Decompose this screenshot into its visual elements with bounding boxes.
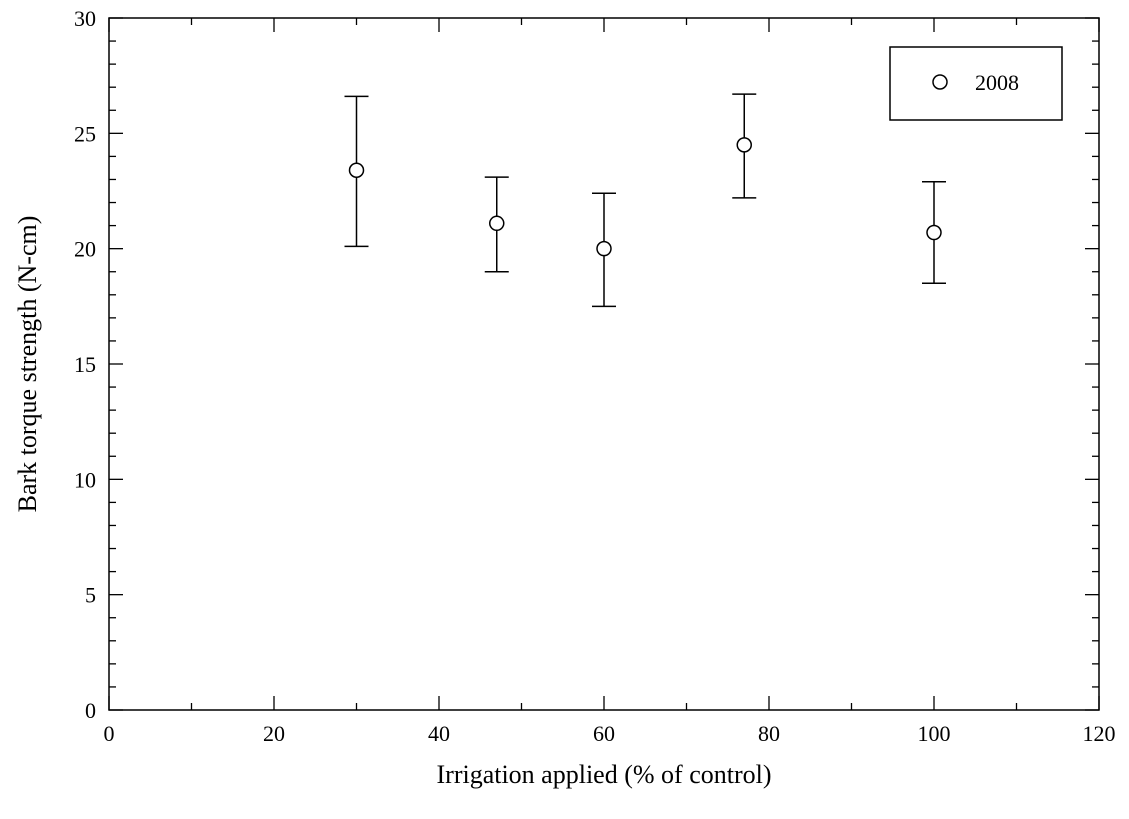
point-marker bbox=[596, 240, 612, 257]
x-axis-title: Irrigation applied (% of control) bbox=[437, 760, 772, 789]
x-tick-label: 60 bbox=[593, 721, 615, 746]
data-point bbox=[344, 95, 369, 248]
y-tick-label: 15 bbox=[74, 352, 96, 377]
y-tick-label: 10 bbox=[74, 467, 96, 492]
axis-ticks bbox=[108, 17, 1100, 711]
legend-label: 2008 bbox=[975, 70, 1019, 95]
data-points bbox=[344, 93, 946, 308]
point-marker bbox=[736, 137, 752, 153]
x-tick-label: 120 bbox=[1083, 721, 1116, 746]
y-tick-label: 20 bbox=[74, 237, 96, 262]
data-point bbox=[592, 192, 616, 308]
point-marker bbox=[348, 162, 365, 178]
point-marker bbox=[489, 215, 505, 232]
x-tick-label: 100 bbox=[918, 721, 951, 746]
y-tick-label: 5 bbox=[85, 583, 96, 608]
legend-box bbox=[889, 46, 1063, 121]
y-tick-labels: 0 5 10 15 20 25 30 bbox=[74, 6, 96, 723]
plot-frame bbox=[108, 17, 1100, 711]
x-tick-label: 0 bbox=[104, 721, 115, 746]
y-tick-label: 0 bbox=[85, 698, 96, 723]
data-point bbox=[922, 181, 946, 285]
x-tick-label: 40 bbox=[428, 721, 450, 746]
x-tick-label: 20 bbox=[263, 721, 285, 746]
legend: 2008 bbox=[889, 46, 1063, 121]
data-point bbox=[732, 93, 757, 199]
y-axis-title: Bark torque strength (N-cm) bbox=[13, 216, 42, 513]
data-point bbox=[484, 176, 509, 273]
point-marker bbox=[926, 224, 942, 241]
legend-marker bbox=[932, 74, 948, 90]
x-tick-labels: 0 20 40 60 80 100 120 bbox=[104, 721, 1116, 746]
y-tick-label: 25 bbox=[74, 121, 96, 146]
y-tick-label: 30 bbox=[74, 6, 96, 31]
x-tick-label: 80 bbox=[758, 721, 780, 746]
